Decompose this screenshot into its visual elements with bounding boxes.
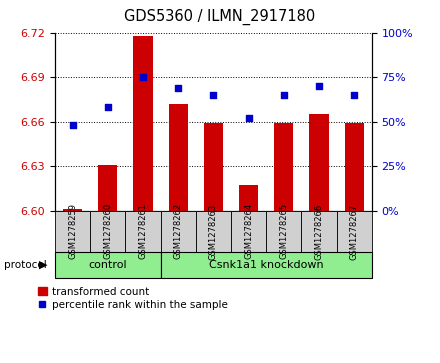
Point — [280, 92, 287, 98]
Bar — [345, 123, 364, 211]
Bar — [63, 209, 82, 211]
Point — [104, 105, 111, 110]
Point — [245, 115, 252, 121]
Text: GSM1278260: GSM1278260 — [103, 203, 112, 260]
Text: GSM1278261: GSM1278261 — [139, 203, 147, 260]
Text: ▶: ▶ — [39, 260, 48, 270]
Point — [210, 92, 217, 98]
Text: Csnk1a1 knockdown: Csnk1a1 knockdown — [209, 260, 323, 270]
Text: control: control — [88, 260, 127, 270]
Bar — [204, 123, 223, 211]
Text: GSM1278259: GSM1278259 — [68, 203, 77, 260]
Bar — [169, 104, 188, 211]
Point — [69, 122, 76, 128]
Text: GDS5360 / ILMN_2917180: GDS5360 / ILMN_2917180 — [125, 9, 315, 25]
Text: GSM1278264: GSM1278264 — [244, 203, 253, 260]
Bar — [309, 114, 329, 211]
Point — [351, 92, 358, 98]
Bar — [98, 164, 117, 211]
Legend: transformed count, percentile rank within the sample: transformed count, percentile rank withi… — [38, 286, 227, 310]
Point — [139, 74, 147, 80]
Text: GSM1278265: GSM1278265 — [279, 203, 288, 260]
Text: GSM1278262: GSM1278262 — [174, 203, 183, 260]
Point — [315, 83, 323, 89]
Text: GSM1278266: GSM1278266 — [315, 203, 323, 260]
Text: GSM1278267: GSM1278267 — [350, 203, 359, 260]
Bar — [133, 36, 153, 211]
Bar — [274, 123, 293, 211]
Point — [175, 85, 182, 91]
Text: GSM1278263: GSM1278263 — [209, 203, 218, 260]
Bar — [239, 185, 258, 211]
Text: protocol: protocol — [4, 260, 47, 270]
